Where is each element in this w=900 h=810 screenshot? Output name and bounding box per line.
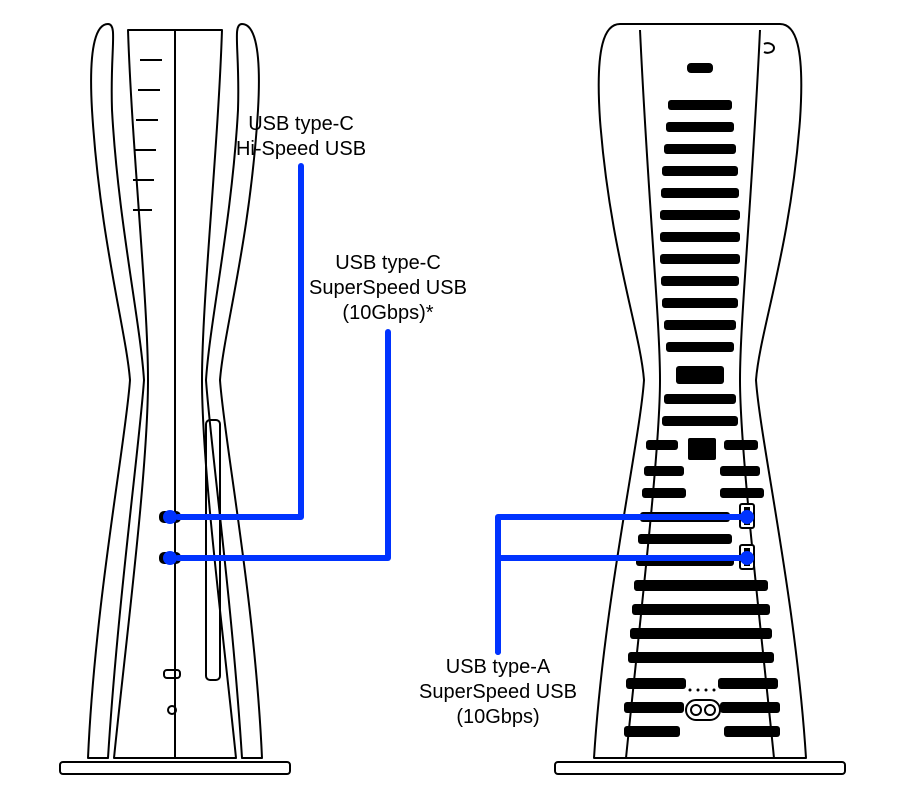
console-rear (555, 24, 845, 774)
label-line: USB type-A (446, 656, 550, 678)
label-rear-usb-a-superspeed: USB type-A SuperSpeed USB (10Gbps) (410, 655, 586, 730)
label-line: (10Gbps)* (342, 302, 433, 324)
label-line: (10Gbps) (456, 706, 539, 728)
label-front-usb-c-superspeed: USB type-C SuperSpeed USB (10Gbps)* (300, 251, 476, 326)
label-line: USB type-C (248, 113, 354, 135)
label-line: USB type-C (335, 252, 441, 274)
label-front-usb-c-hispeed: USB type-C Hi-Speed USB (230, 112, 372, 162)
label-line: SuperSpeed USB (419, 681, 577, 703)
label-line: SuperSpeed USB (309, 277, 467, 299)
label-line: Hi-Speed USB (236, 138, 366, 160)
